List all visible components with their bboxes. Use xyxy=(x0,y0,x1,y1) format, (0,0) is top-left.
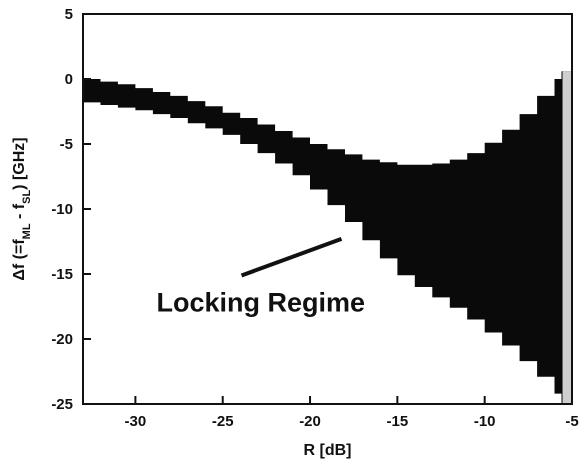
x-tick-label: -25 xyxy=(212,413,234,430)
x-tick-label: -5 xyxy=(565,413,578,430)
y-tick-label: -10 xyxy=(51,201,73,218)
y-tick-label: 5 xyxy=(65,6,73,23)
y-axis-label-main: Δf (=f xyxy=(11,239,28,281)
x-axis: -30 -25 -20 -15 -10 -5 xyxy=(125,396,579,430)
y-axis-label-sub1: ML xyxy=(21,223,33,239)
y-tick-label: -20 xyxy=(51,331,73,348)
y-tick-label: -5 xyxy=(60,136,73,153)
x-tick-label: -20 xyxy=(299,413,321,430)
right-edge-band xyxy=(562,71,572,404)
y-tick-label: 0 xyxy=(65,71,73,88)
y-axis-label-mid: - f xyxy=(11,203,28,223)
annotation-locking-regime: Locking Regime xyxy=(157,288,366,318)
y-tick-label: -15 xyxy=(51,266,73,283)
y-axis-label-sub2: SL xyxy=(21,190,33,204)
x-tick-label: -15 xyxy=(387,413,409,430)
y-axis-label-end: ) [GHz] xyxy=(11,137,28,189)
y-axis: 5 0 -5 -10 -15 -20 -25 xyxy=(51,6,91,413)
locking-regime-region xyxy=(83,71,572,404)
locking-regime-area xyxy=(83,71,572,404)
x-tick-label: -30 xyxy=(125,413,147,430)
y-axis-label: Δf (=fML - fSL) [GHz] xyxy=(11,137,33,280)
edge-band-rect xyxy=(562,71,572,404)
y-tick-label: -25 xyxy=(51,396,73,413)
x-axis-label: R [dB] xyxy=(304,442,352,459)
x-tick-label: -10 xyxy=(474,413,496,430)
annotation-pointer-line xyxy=(240,237,343,278)
